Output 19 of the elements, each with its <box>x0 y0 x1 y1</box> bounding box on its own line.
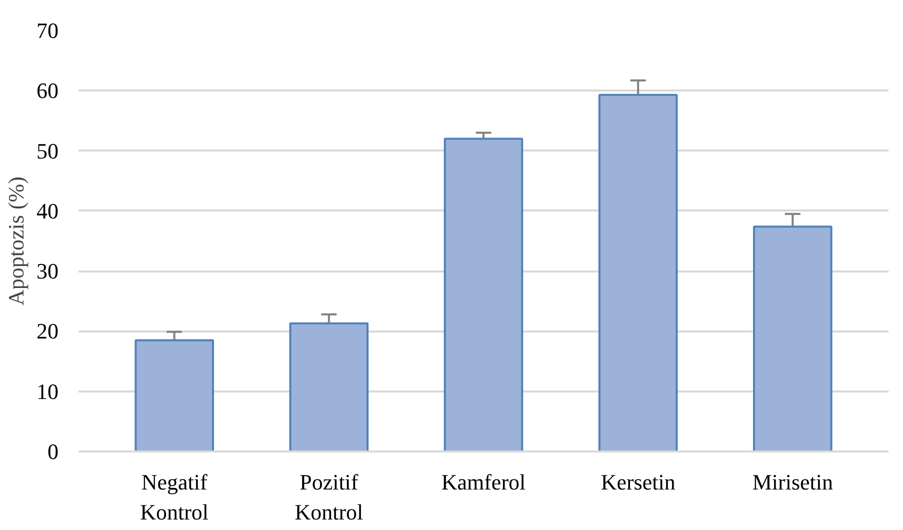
y-tick-label: 0 <box>48 439 58 464</box>
x-tick-label: Mirisetin <box>752 470 833 494</box>
y-tick-label: 40 <box>36 198 58 224</box>
y-axis-title: Apoptozis (%) <box>4 176 28 306</box>
y-tick-label: 50 <box>36 138 58 164</box>
x-tick-label: Kersetin <box>600 470 676 494</box>
bar <box>444 138 524 452</box>
x-tick-label: Pozitif Kontrol <box>294 470 364 524</box>
y-tick-label: 20 <box>36 318 58 344</box>
bar <box>289 322 369 452</box>
y-tick-label: 60 <box>36 78 58 104</box>
y-tick-label: 10 <box>36 378 58 404</box>
bar <box>598 94 678 452</box>
x-tick-label: Kamferol <box>441 470 526 494</box>
bar <box>753 226 832 452</box>
y-tick-label: 70 <box>36 18 58 43</box>
bar <box>134 339 214 452</box>
y-tick-label: 30 <box>36 258 58 284</box>
x-tick-label: Negatif Kontrol <box>140 470 209 524</box>
